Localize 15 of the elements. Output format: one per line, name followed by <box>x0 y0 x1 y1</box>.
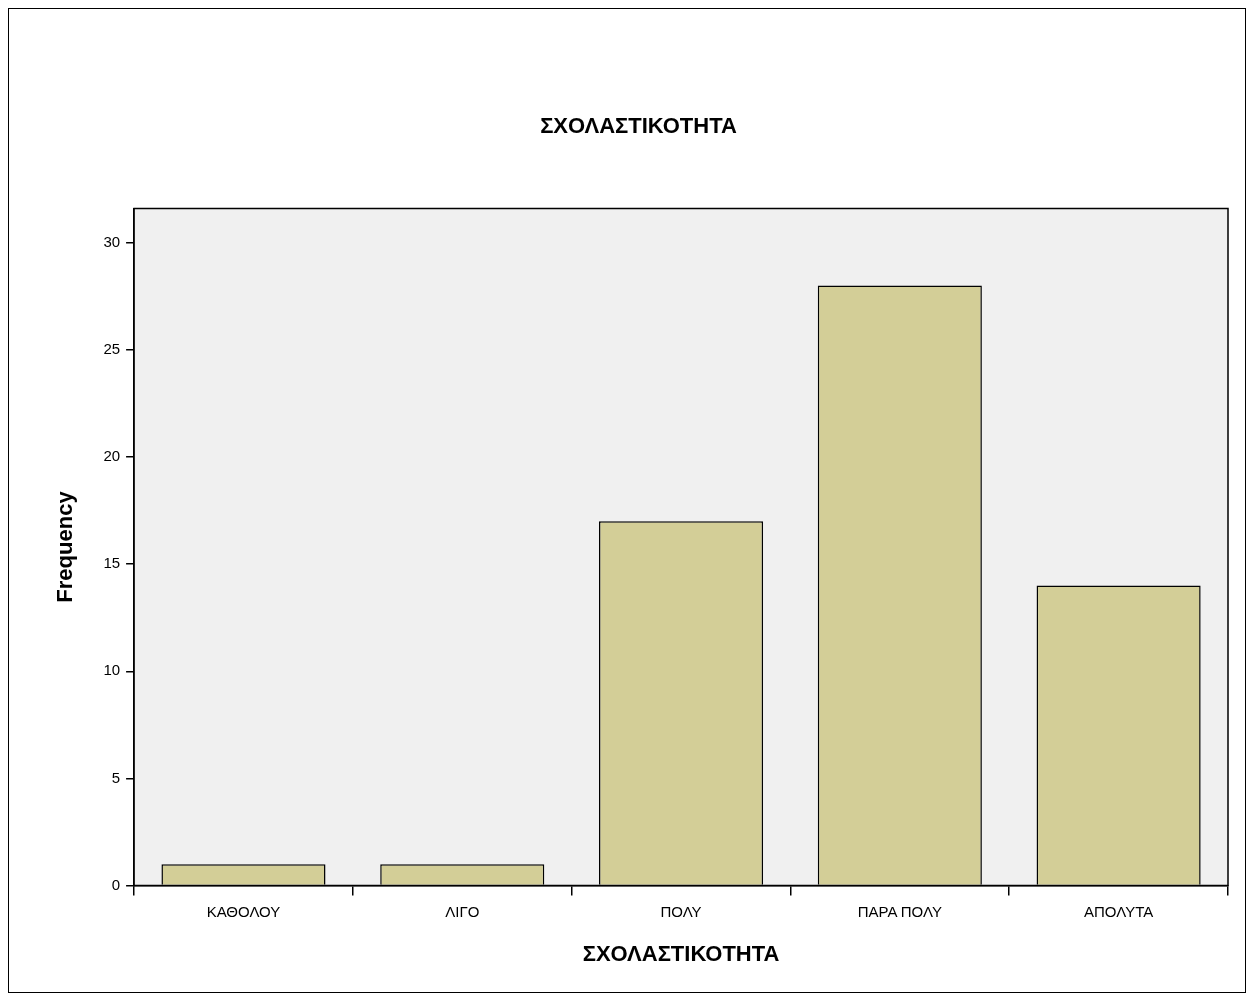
y-tick-label: 20 <box>103 447 121 465</box>
y-tick-label: 0 <box>111 875 121 893</box>
y-tick-label: 5 <box>111 768 121 786</box>
x-tick-label: ΠΟΛΥ <box>660 902 702 920</box>
x-tick-label: ΛΙΓΟ <box>445 902 480 920</box>
y-tick-label: 10 <box>103 661 121 679</box>
x-tick-label: ΠΑΡΑ ΠΟΛΥ <box>857 902 942 920</box>
y-tick-label: 25 <box>103 339 121 357</box>
y-tick-label: 15 <box>103 554 121 572</box>
x-axis-title: ΣΧΟΛΑΣΤΙΚΟΤΗΤΑ <box>582 940 780 966</box>
x-tick-label: ΚΑΘΟΛΟΥ <box>206 902 281 920</box>
x-tick-label: ΑΠΟΛΥΤΑ <box>1084 902 1154 920</box>
y-tick-label: 30 <box>103 232 121 250</box>
y-axis-title: Frequency <box>52 490 78 603</box>
chart-title: ΣΧΟΛΑΣΤΙΚΟΤΗΤΑ <box>540 113 737 139</box>
